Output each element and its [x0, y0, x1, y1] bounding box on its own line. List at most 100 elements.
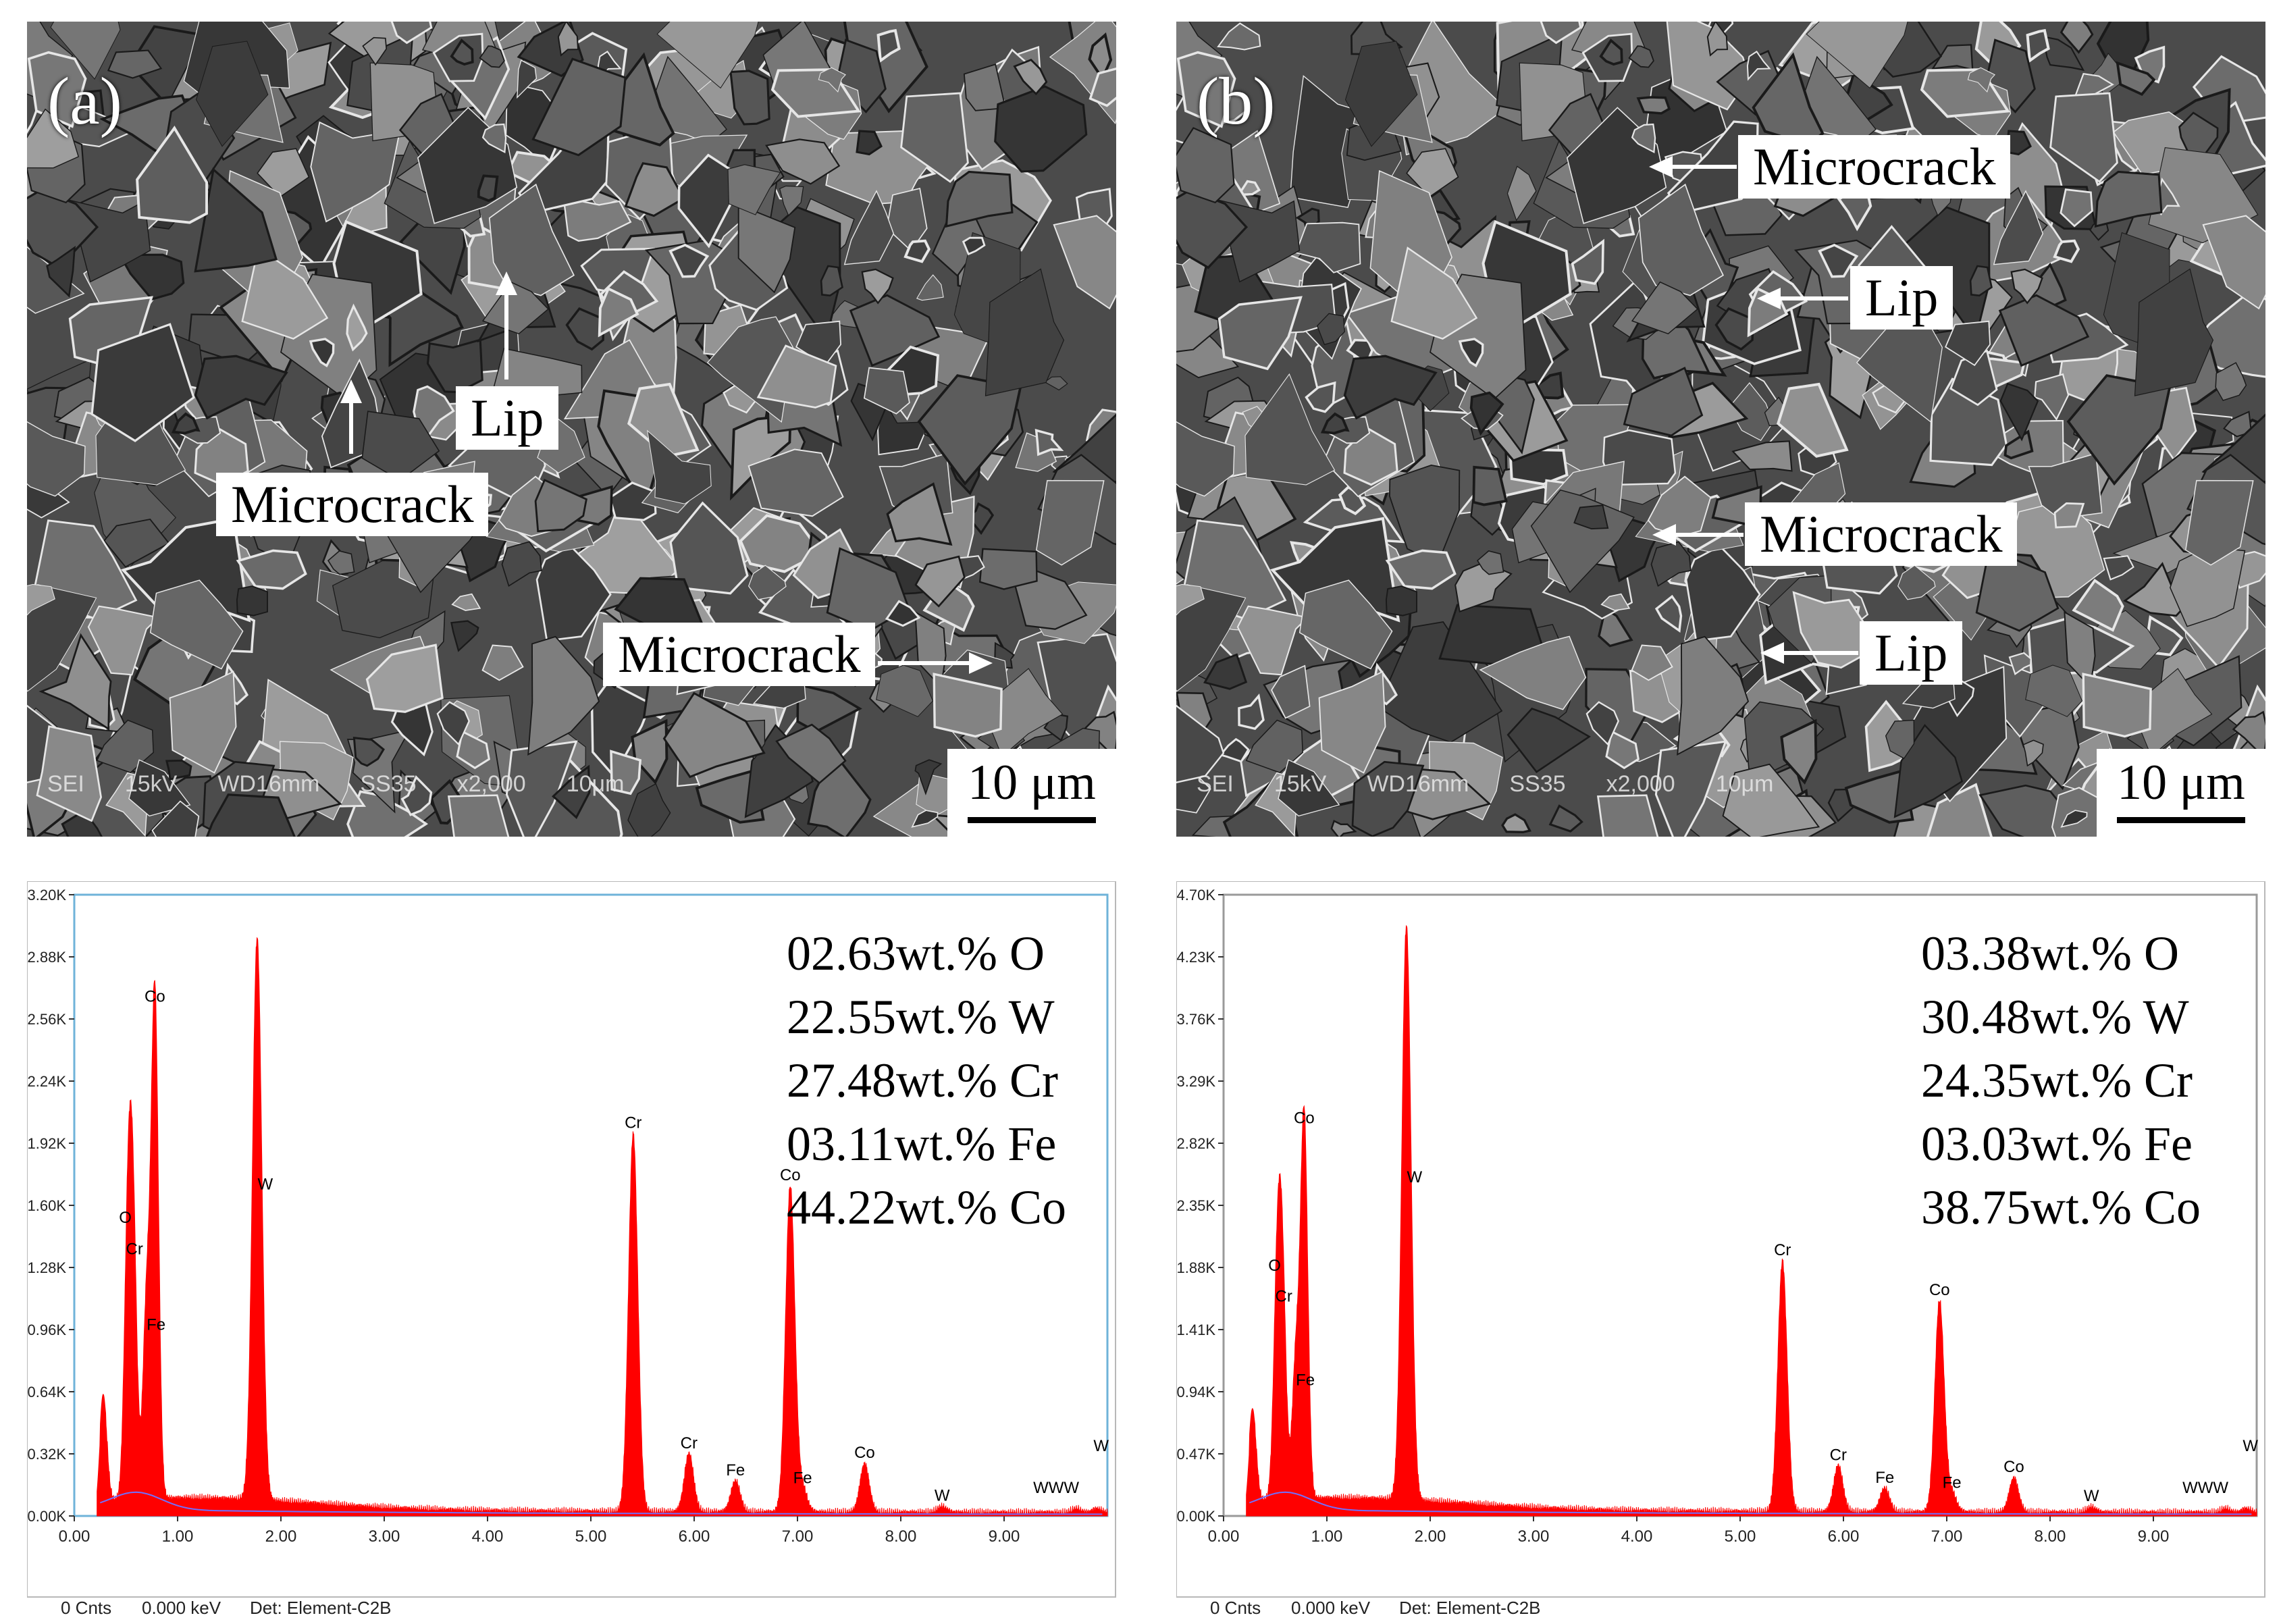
y-tick-label: 0.00K [1177, 1508, 1216, 1525]
spectrum-area [97, 937, 1108, 1517]
fracture-facet [1806, 22, 1908, 89]
fracture-facet [1217, 296, 1303, 371]
fracture-facet [1731, 440, 1793, 472]
fracture-facet [552, 764, 591, 820]
fracture-facet [1406, 148, 1459, 198]
eds-chart: 0.00K 0.47K 0.94K 1.41K 1.88K 2.35K 2.82K 3.29K… [1176, 881, 2265, 1598]
fracture-facet [385, 288, 464, 367]
fracture-facet [1623, 367, 1704, 437]
fracture-facet [1217, 22, 1261, 51]
composition-co: 38.75wt.% Co [1921, 1180, 2201, 1234]
peak-label: Cr [625, 1114, 641, 1132]
fracture-facet [2060, 188, 2093, 228]
x-tick-label: 5.00 [1725, 1527, 1756, 1546]
composition-cr: 24.35wt.% Cr [1921, 1053, 2193, 1107]
fracture-facet [1776, 382, 1849, 458]
fracture-facet [1176, 127, 1235, 204]
fracture-facet [1458, 338, 1484, 368]
fracture-facet [527, 635, 600, 756]
fracture-facet [149, 579, 244, 670]
fracture-facet [2134, 268, 2214, 396]
fracture-facet [205, 793, 296, 837]
callout-lip: Lip [456, 386, 559, 450]
fracture-facet [2223, 411, 2253, 438]
fracture-facet [911, 810, 939, 828]
fracture-facet [914, 555, 966, 608]
composition-list: 03.38wt.% O 30.48wt.% W 24.35wt.% Cr 03.… [1921, 922, 2201, 1239]
y-tick-label: 1.28K [28, 1259, 67, 1276]
y-tick-label: 3.20K [28, 887, 67, 903]
fracture-facet [1945, 320, 1991, 367]
fracture-facet [1034, 429, 1064, 456]
eds-chart: 0.00K 0.32K 0.64K 0.96K 1.28K 1.60K 1.92K 2.24K… [27, 881, 1116, 1598]
fracture-facet [1316, 313, 1345, 346]
fracture-facet [931, 217, 986, 278]
fracture-facet [1501, 813, 1531, 833]
fracture-facet [1454, 561, 1513, 613]
fracture-facet [610, 750, 642, 795]
callout-arrows-b [1649, 156, 1858, 664]
fracture-facet [2184, 479, 2254, 566]
fracture-facet [1585, 701, 1619, 746]
fracture-facet [1176, 584, 1247, 692]
eds-spectrum-a: 0.00K 0.32K 0.64K 0.96K 1.28K 1.60K 1.92K 2.24K… [27, 881, 1116, 1622]
fracture-facet [27, 583, 55, 616]
composition-fe: 03.03wt.% Fe [1921, 1117, 2193, 1171]
fracture-facet [1596, 794, 1659, 837]
fracture-facet [1605, 730, 1640, 770]
fracture-facet [1318, 671, 1386, 774]
scale-bar [2117, 817, 2245, 823]
fracture-facet [1949, 349, 1998, 407]
fracture-facet [2072, 579, 2124, 632]
x-tick-label: 2.00 [265, 1527, 297, 1546]
fracture-facet [309, 338, 335, 368]
fracture-facet [1305, 381, 1336, 413]
fracture-facet [2022, 739, 2044, 767]
fracture-facet [1530, 489, 1635, 594]
fracture-facet [1631, 123, 1656, 154]
y-tick-label: 1.88K [1177, 1259, 1216, 1276]
fracture-facet [1236, 180, 1261, 197]
fracture-facet [748, 565, 787, 600]
fracture-facet [1722, 763, 1820, 837]
background-fit-line [99, 1491, 1103, 1515]
fracture-facet [257, 148, 310, 198]
callout-microcrack-2: Microcrack [1745, 502, 2018, 566]
fracture-facet [2025, 664, 2083, 717]
fracture-facet [390, 22, 433, 45]
fracture-facet [1236, 605, 1309, 676]
fracture-facet [1780, 718, 1818, 785]
chart-outer-frame [27, 881, 1116, 1598]
fracture-facet [1999, 382, 2039, 442]
peak-label: Fe [1875, 1469, 1894, 1487]
fracture-facet [236, 585, 268, 617]
peak-label: W [935, 1486, 950, 1504]
x-tick-label: 7.00 [1931, 1527, 1963, 1546]
scale-bar-label: 10 μm [968, 755, 1096, 810]
fracture-facet [365, 644, 444, 713]
fracture-facet [2010, 268, 2043, 305]
fracture-facet [1654, 594, 1683, 633]
scale-bar-box: 10 μm [947, 749, 1116, 837]
fracture-facet [631, 718, 668, 785]
fracture-facet [151, 800, 200, 837]
fracture-facet [826, 547, 910, 632]
fracture-facet [2026, 28, 2050, 63]
x-tick-label: 0.00 [59, 1527, 90, 1546]
y-tick-label: 0.47K [1177, 1446, 1216, 1463]
y-tick-label: 0.32K [28, 1446, 67, 1463]
x-tick-label: 9.00 [989, 1527, 1020, 1546]
fracture-facet [1926, 783, 1993, 837]
fracture-facet [488, 183, 575, 296]
plot-frame [73, 893, 1109, 1517]
fracture-facet [727, 164, 781, 215]
fracture-facet [775, 723, 847, 785]
fracture-facet [1628, 45, 1654, 68]
fracture-facet [2008, 652, 2032, 675]
fracture-facet [90, 323, 195, 442]
fracture-facet [1385, 585, 1417, 617]
fracture-surface-texture [27, 22, 1116, 837]
fracture-facet [1573, 504, 1609, 530]
callout-microcrack-2: Microcrack [603, 623, 876, 686]
fracture-facet [662, 691, 766, 779]
